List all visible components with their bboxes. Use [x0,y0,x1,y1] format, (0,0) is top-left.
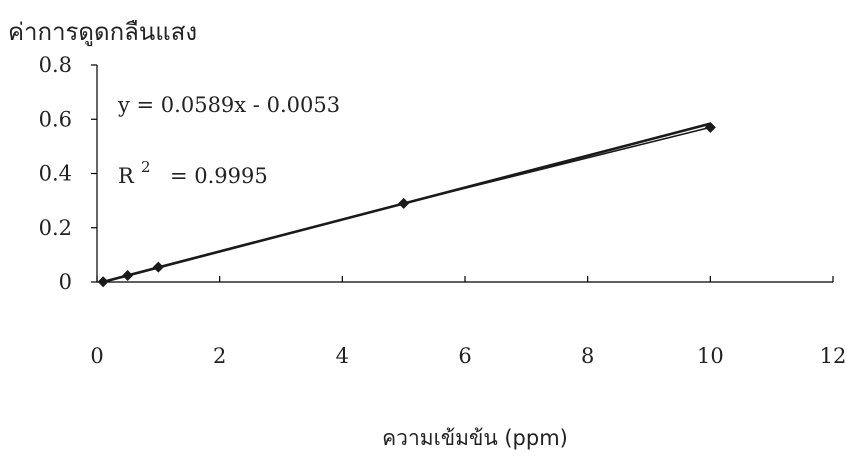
x-tick-label: 4 [336,344,349,368]
x-tick-label: 0 [90,344,103,368]
y-tick-label: 0.4 [39,162,72,186]
data-series [97,121,716,288]
x-axis-title: ความเข้มข้น (ppm) [382,426,568,450]
y-tick-label: 0.6 [39,107,72,131]
x-tick-label: 12 [820,344,847,368]
x-axis: 0 2 4 6 8 10 12 [90,276,846,368]
x-tick-label: 6 [458,344,471,368]
x-tick-label: 10 [697,344,724,368]
y-tick-label: 0 [59,270,72,294]
data-point [152,261,164,273]
regression-equation: y = 0.0589x - 0.0053 [117,93,340,117]
y-tick-label: 0.8 [39,53,72,77]
r-squared-value: = 0.9995 [170,164,268,188]
data-point [122,269,134,281]
x-tick-label: 2 [213,344,226,368]
data-point [97,276,109,288]
data-point [398,197,410,209]
x-tick-label: 8 [581,344,594,368]
y-axis-title: ค่าการดูดกลืนแสง [8,18,197,47]
r-squared-label: R [118,164,135,188]
r-squared-superscript: 2 [141,158,151,176]
data-point [704,121,716,133]
y-tick-label: 0.2 [39,216,72,240]
y-axis: 0 0.2 0.4 0.6 0.8 [39,53,98,294]
